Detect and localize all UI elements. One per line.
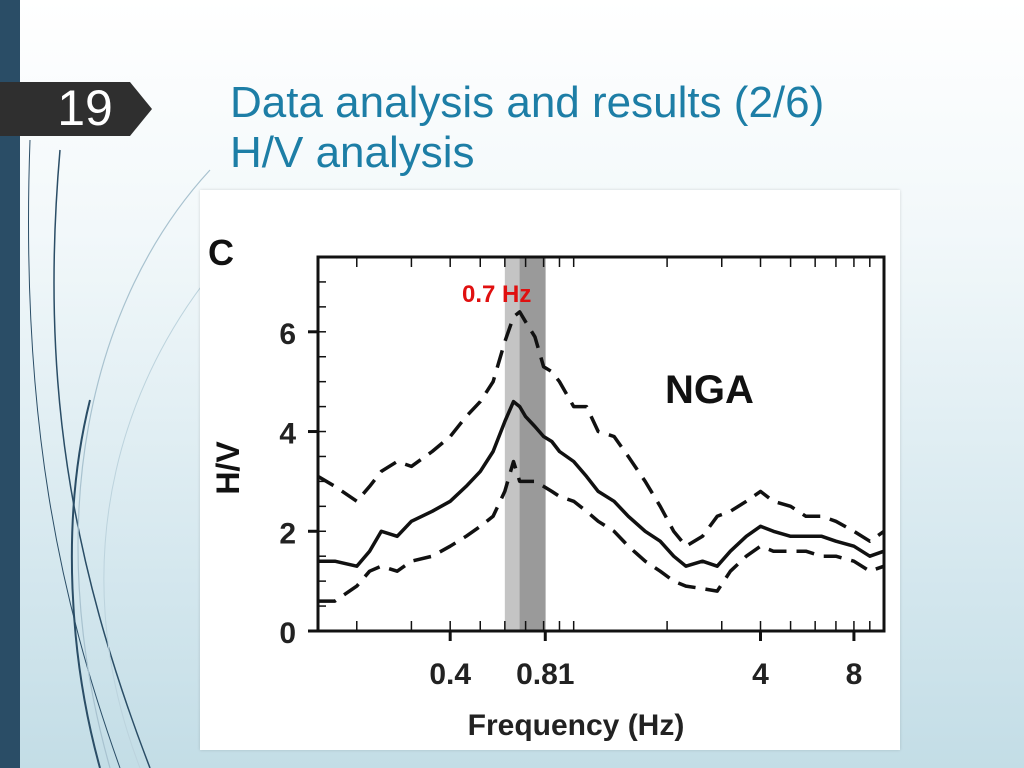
series-line-dashed-2 [318, 459, 885, 603]
series-line-dashed-0 [317, 310, 886, 548]
left-sidebar-bar [0, 0, 20, 768]
chart-card: 0 2 4 6 0.4 0.81 4 8 C 0.7 Hz NGA H/V Frequency… [200, 190, 900, 750]
x-axis-label: Frequency (Hz) [468, 709, 685, 742]
peak-band-dark [519, 257, 546, 631]
x-tick-label: 0.81 [516, 658, 574, 691]
y-tick-label: 4 [279, 418, 296, 451]
minor-ticks [318, 257, 871, 632]
axis-ticks: 0 2 4 6 0.4 0.81 4 8 [279, 318, 862, 691]
y-tick-label: 0 [279, 617, 296, 650]
plot-frame [316, 255, 886, 633]
peak-label: 0.7 Hz [462, 281, 531, 308]
series-line-solid [318, 399, 885, 568]
station-annotation: NGA [665, 368, 754, 412]
panel-label: C [208, 232, 234, 273]
series-group [317, 310, 886, 603]
y-axis-label: H/V [210, 441, 246, 495]
hv-chart: 0 2 4 6 0.4 0.81 4 8 C 0.7 Hz NGA H/V Frequency… [208, 232, 886, 742]
x-tick-label: 0.4 [429, 658, 471, 691]
x-tick-label: 8 [846, 658, 863, 691]
y-tick-label: 6 [279, 318, 296, 351]
slide-title-line-2: H/V analysis [230, 128, 475, 177]
decorative-swirl-lines [27, 139, 251, 768]
slide-number: 19 [57, 80, 113, 136]
x-tick-label: 4 [752, 658, 769, 691]
slide-title: Data analysis and results (2/6) H/V anal… [230, 78, 1010, 178]
slide-number-badge [0, 82, 152, 136]
y-tick-label: 2 [279, 517, 296, 550]
slide-title-line-1: Data analysis and results (2/6) [230, 78, 825, 127]
